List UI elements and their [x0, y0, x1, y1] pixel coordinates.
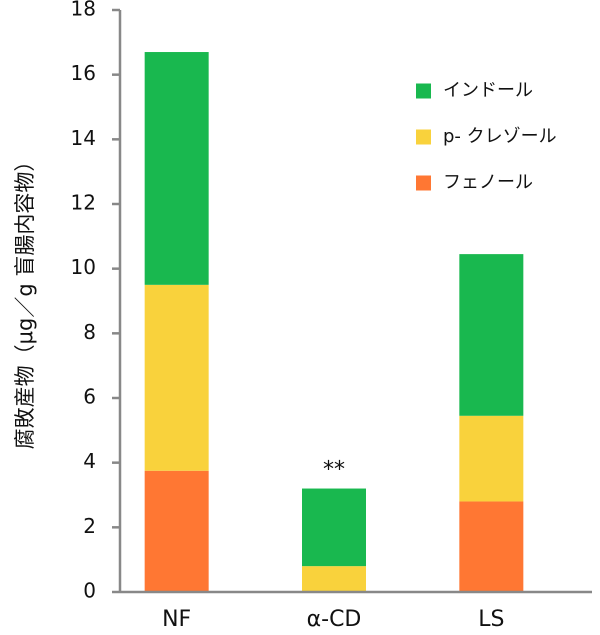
legend-swatch [416, 83, 431, 99]
x-axis-labels: NF α-CD LS [162, 607, 504, 632]
bar-segment [302, 566, 366, 592]
x-tick-label: α-CD [307, 607, 362, 632]
y-tick-label: 8 [83, 320, 96, 344]
legend-label: p- クレゾール [443, 126, 557, 147]
bars-group [144, 52, 524, 592]
legend-swatch [416, 129, 431, 145]
bar-segment [144, 284, 209, 471]
bar-segment [144, 52, 209, 285]
annotations: ** [323, 458, 345, 483]
y-tick-label: 2 [83, 514, 96, 538]
y-axis-ticks: 0 2 4 6 8 10 12 14 16 18 [71, 0, 120, 603]
y-tick-label: 10 [71, 255, 96, 279]
y-tick-label: 16 [71, 61, 96, 85]
x-tick-label: LS [478, 607, 504, 632]
x-tick-label: NF [162, 607, 191, 632]
y-tick-label: 6 [83, 385, 96, 409]
y-tick-label: 12 [71, 191, 96, 215]
legend-label: フェノール [443, 172, 533, 193]
legend-label: インドール [443, 80, 533, 101]
bar-segment [459, 501, 524, 592]
y-tick-label: 14 [71, 126, 96, 150]
y-tick-label: 0 [83, 579, 96, 603]
bar-segment [144, 470, 209, 592]
legend-swatch [416, 175, 431, 191]
bar-segment [459, 415, 524, 502]
significance-annotation: ** [323, 458, 345, 483]
bar-segment [302, 488, 366, 567]
bar-segment [459, 254, 524, 416]
y-tick-label: 18 [71, 0, 96, 21]
y-axis-title: 腐敗産物（μg／g 盲腸内容物） [13, 151, 37, 450]
y-tick-label: 4 [83, 449, 96, 473]
